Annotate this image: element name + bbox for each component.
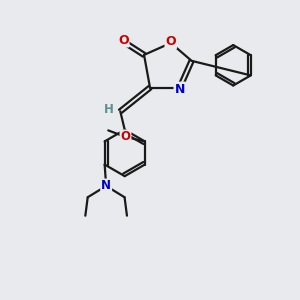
Text: O: O (166, 35, 176, 48)
Text: O: O (121, 130, 130, 143)
Text: H: H (104, 103, 114, 116)
Text: O: O (118, 34, 129, 46)
Text: N: N (101, 179, 111, 193)
Text: N: N (175, 82, 185, 96)
